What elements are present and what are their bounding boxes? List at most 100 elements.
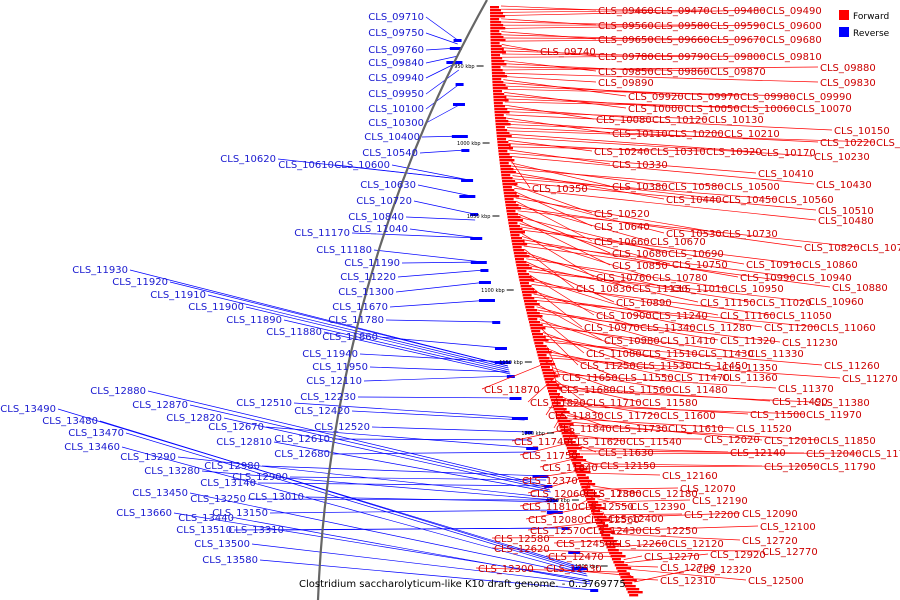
forward-leader-line [598,499,691,503]
forward-leader-line [507,136,813,157]
forward-leader-line [539,456,582,468]
forward-leader-line [515,194,665,234]
forward-leader-line [552,367,615,390]
reverse-gene-label: CLS_09760 [368,45,424,56]
forward-leader-line [481,360,551,390]
forward-feature [558,423,574,426]
forward-gene-label: CLS_09880 [820,63,876,74]
forward-gene-label: CLS_12620 [494,544,550,555]
forward-gene-label: CLS_10150 [834,126,890,137]
forward-feature [490,9,502,12]
forward-gene-label: CLS_10500 [724,182,780,193]
legend-forward-swatch [839,10,849,20]
reverse-leader-line [373,249,483,263]
reverse-gene-label: CLS_10540 [362,148,418,159]
reverse-feature [509,397,522,400]
reverse-gene-label: CLS_13660 [116,508,172,519]
reverse-gene-label: CLS_11780 [328,315,384,326]
forward-leader-line [502,63,653,72]
reverse-leader-line [189,492,588,577]
forward-gene-label: CLS_10350 [532,184,588,195]
reverse-leader-line [223,417,551,491]
forward-gene-label: CLS_09600 [766,21,822,32]
forward-feature [584,495,600,498]
forward-gene-label: CLS_12770 [762,547,818,558]
forward-feature [545,381,557,384]
scale-tick-label: 1250 kbp [546,498,570,504]
forward-gene-label: CLS_09920 [628,92,684,103]
forward-gene-label: CLS_11790 [820,462,876,473]
reverse-gene-label: CLS_12870 [132,400,188,411]
forward-leader-line [501,38,765,42]
forward-feature [505,204,519,207]
forward-gene-label: CLS_11160 [720,311,776,322]
forward-gene-label: CLS_09680 [766,35,822,46]
reverse-leader-line [419,149,466,154]
reverse-leader-line [147,390,549,487]
forward-leader-line [508,146,705,152]
forward-gene-label: CLS_12560 [584,515,640,526]
forward-gene-label: CLS_11020 [756,298,812,309]
reverse-leader-line [371,426,529,433]
forward-gene-label: CLS_12190 [692,496,748,507]
forward-gene-label: CLS_11490 [772,397,828,408]
forward-leader-line [551,364,559,390]
reverse-leader-line [397,269,485,278]
legend-reverse-label: Reverse [853,29,890,39]
forward-leader-line [609,542,617,544]
forward-leader-line [546,348,617,378]
forward-gene-label: CLS_10440 [666,195,722,206]
forward-gene-label: CLS_10560 [778,195,834,206]
forward-gene-label: CLS_11370 [778,384,834,395]
forward-feature [565,444,579,447]
forward-feature [549,396,563,399]
forward-feature [542,372,556,375]
forward-leader-line [509,152,757,174]
forward-leader-line [583,463,763,467]
forward-leader-line [575,495,597,507]
forward-feature [492,78,502,81]
forward-gene-label: CLS_10060 [740,104,796,115]
reverse-feature [449,47,462,50]
forward-leader-line [501,31,597,40]
forward-gene-label: CLS_12580 [494,534,550,545]
forward-feature [582,489,594,492]
forward-feature [592,513,604,516]
forward-gene-label: CLS_10520 [594,209,650,220]
forward-feature [497,138,507,141]
forward-leader-line [582,460,599,466]
forward-feature [514,255,530,258]
forward-leader-line [502,66,819,71]
forward-gene-label: CLS_10900 [596,311,652,322]
forward-leader-line [545,393,561,416]
forward-leader-line [583,479,591,494]
forward-leader-line [609,527,641,531]
forward-feature [506,210,516,213]
forward-leader-line [510,156,815,185]
forward-gene-label: CLS_11200 [764,323,820,334]
reverse-gene-label: CLS_13150 [212,508,268,519]
forward-feature [491,72,505,75]
reverse-leader-line [207,294,509,369]
forward-feature [490,18,500,21]
reverse-leader-line [273,441,551,493]
forward-feature [506,207,522,210]
forward-leader-line [501,8,653,11]
reverse-gene-label: CLS_13140 [200,478,256,489]
forward-gene-label: CLS_11750 [522,451,578,462]
reverse-gene-label: CLS_12820 [166,413,222,424]
reverse-leader-line [247,498,554,501]
forward-leader-line [581,508,602,520]
forward-gene-label: CLS_10670 [650,237,706,248]
reverse-gene-label: CLS_10630 [360,180,416,191]
forward-leader-line [587,472,661,476]
reverse-leader-line [425,47,458,51]
forward-leader-line [512,178,777,200]
forward-feature [575,471,591,474]
forward-leader-line [531,284,775,316]
forward-feature [531,330,541,333]
forward-gene-label: CLS_11640 [542,463,598,474]
forward-leader-line [625,553,709,564]
reverse-gene-label: CLS_11930 [72,265,128,276]
reverse-leader-line [265,426,535,449]
